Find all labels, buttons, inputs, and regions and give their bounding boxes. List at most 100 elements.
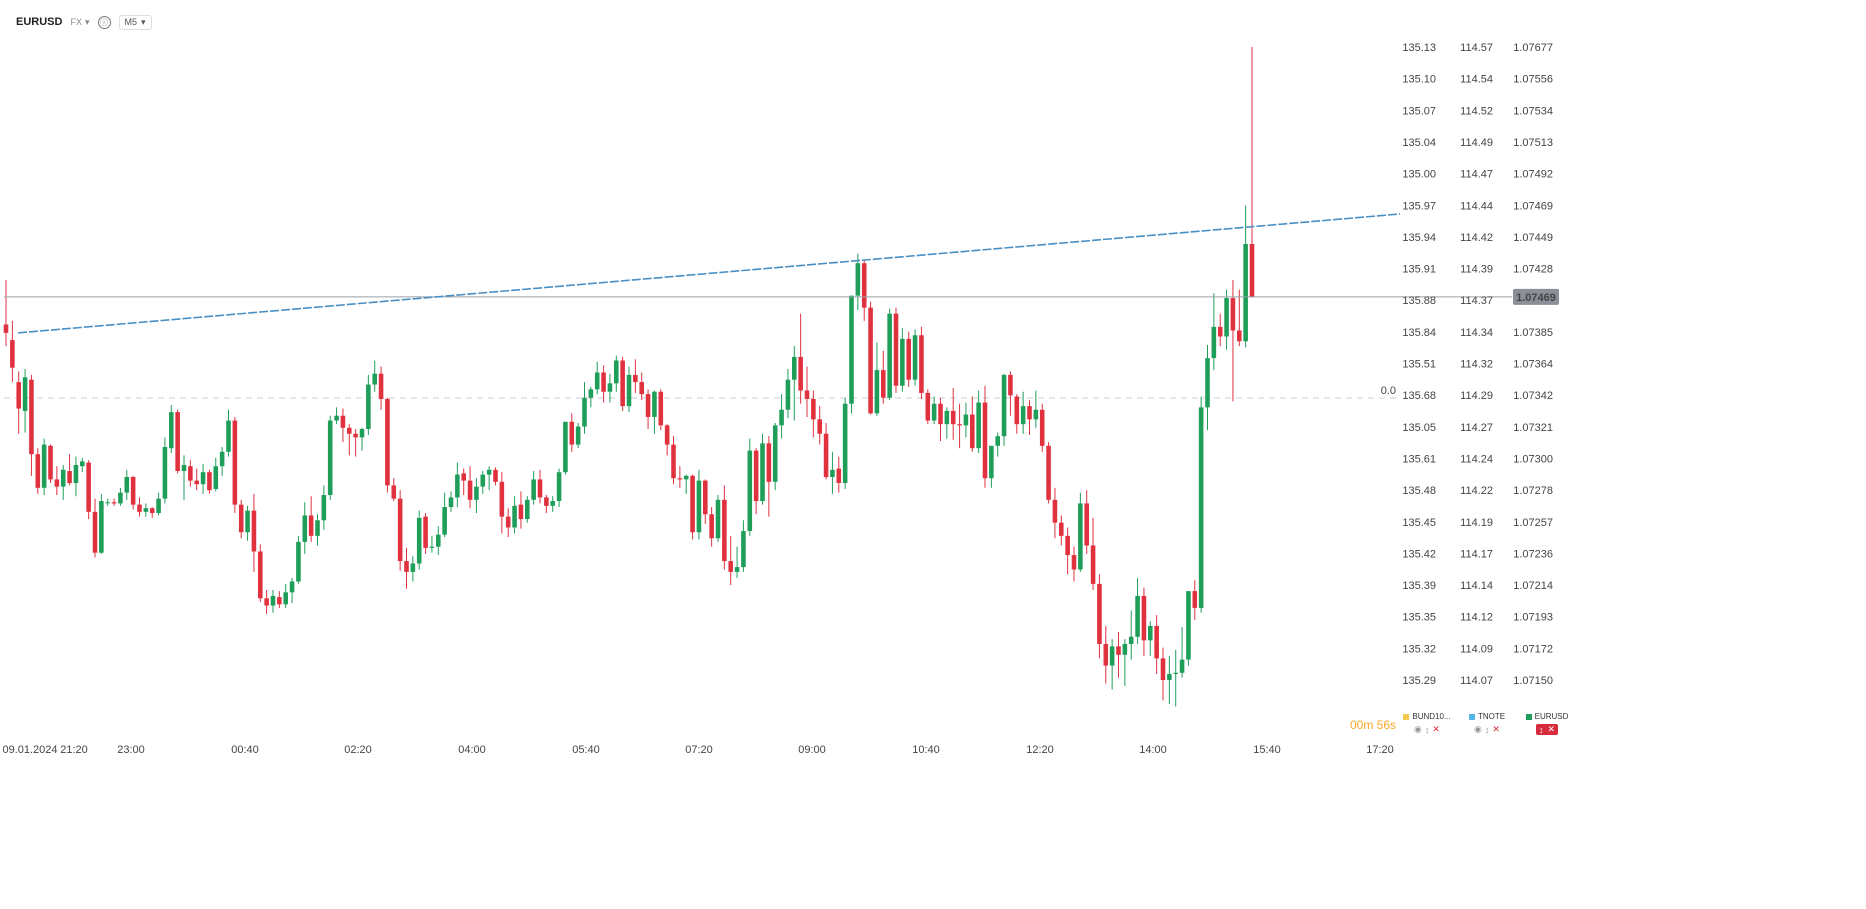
eurusd-tick-label: 1.07534 (1513, 105, 1553, 117)
candle-body (226, 420, 231, 452)
timeframe-selector[interactable]: M5 ▾ (118, 14, 152, 30)
candle-body (1205, 358, 1210, 408)
candle-body (296, 541, 301, 582)
candle-body (747, 450, 753, 532)
candle-body (245, 510, 250, 533)
bull-candle (741, 520, 746, 572)
bear-candle (232, 416, 238, 514)
candle-body (474, 486, 479, 500)
bear-candle (346, 424, 352, 456)
legend-controls: ◉ ↕ ✕ (1414, 724, 1440, 735)
candle-body (563, 421, 568, 473)
series-legend: BUND10... ◉ ↕ ✕ TNOTE ◉ ↕ ✕ EURUSD ↕ ✕ (1402, 712, 1572, 735)
eye-icon[interactable]: ◉ (1414, 724, 1422, 734)
bear-candle (811, 390, 816, 438)
bund10-tick-label: 135.32 (1402, 643, 1436, 655)
bear-candle (620, 356, 625, 411)
eurusd-tick-label: 1.07449 (1513, 232, 1553, 244)
candle-body (302, 515, 308, 542)
tnote-tick-label: 114.47 (1460, 169, 1493, 181)
bear-candle (1103, 625, 1109, 684)
bear-candle (353, 428, 358, 457)
bear-candle (130, 475, 136, 510)
candle-body (251, 510, 257, 552)
bund10-tick-label: 135.00 (1402, 169, 1436, 181)
eurusd-tick-label: 1.07214 (1513, 580, 1553, 592)
bear-candle (264, 589, 269, 614)
candle-body (1014, 396, 1020, 425)
candle-body (709, 514, 714, 539)
bull-candle (1167, 655, 1172, 705)
candle-body (105, 502, 111, 504)
bull-candle (1147, 621, 1153, 656)
candle-body (607, 383, 613, 392)
tnote-tick-label: 114.07 (1460, 675, 1493, 687)
tnote-tick-label: 114.24 (1460, 453, 1493, 465)
bull-candle (448, 491, 454, 512)
candle-body (664, 425, 670, 445)
candle-body (531, 479, 536, 500)
candle-body (722, 499, 727, 562)
bull-candle (480, 471, 486, 494)
sort-icon[interactable]: ↕ (1538, 724, 1544, 735)
bear-candle (728, 535, 734, 586)
candle-body (429, 546, 435, 548)
bund10-tick-label: 135.48 (1402, 485, 1436, 497)
candle-body (448, 497, 454, 508)
market-selector[interactable]: FX ▾ (70, 17, 89, 28)
bull-candle (366, 374, 371, 435)
candle-body (505, 516, 511, 528)
bull-candle (162, 437, 168, 504)
bear-candle (499, 472, 505, 534)
bear-candle (385, 397, 390, 493)
bear-candle (938, 397, 943, 441)
bull-candle (550, 496, 556, 512)
candle-body (404, 561, 409, 572)
bear-candle (969, 396, 975, 452)
close-icon[interactable]: ✕ (1492, 724, 1500, 734)
bund10-tick-label: 135.13 (1402, 42, 1436, 54)
candle-body (849, 295, 854, 404)
eye-icon[interactable]: ◉ (1474, 724, 1482, 734)
info-icon[interactable]: ⓘ (97, 15, 111, 29)
bear-candle (461, 468, 467, 496)
close-icon[interactable]: ✕ (1547, 724, 1556, 734)
candle-body (791, 356, 797, 380)
symbol-label[interactable]: EURUSD (16, 16, 63, 28)
bear-candle (1071, 546, 1077, 582)
candle-body (1217, 326, 1223, 337)
legend-item[interactable]: EURUSD ↕ ✕ (1522, 712, 1572, 735)
candle-body (397, 498, 403, 562)
legend-item[interactable]: TNOTE ◉ ↕ ✕ (1462, 712, 1512, 735)
bull-candle (715, 495, 721, 542)
candle-body (10, 340, 15, 368)
bear-candle (1014, 394, 1020, 434)
bull-candle (874, 342, 880, 416)
bull-candle (296, 535, 301, 584)
bull-candle (359, 427, 365, 451)
bull-candle (143, 503, 149, 517)
candle-body (671, 444, 676, 479)
current-price-label: 1.07469 (1516, 292, 1556, 304)
candle-body (200, 472, 206, 485)
time-tick-label: 07:20 (685, 744, 713, 756)
tnote-tick-label: 114.19 (1460, 517, 1493, 529)
close-icon[interactable]: ✕ (1432, 724, 1440, 734)
candle-body (67, 471, 72, 484)
eurusd-tick-label: 1.07172 (1513, 643, 1553, 655)
candle-body (16, 382, 22, 409)
sort-icon[interactable]: ↕ (1484, 724, 1490, 735)
bund10-tick-label: 135.10 (1402, 74, 1436, 86)
tnote-tick-label: 114.17 (1460, 548, 1493, 560)
sort-icon[interactable]: ↕ (1424, 724, 1430, 735)
eurusd-tick-label: 1.07385 (1513, 327, 1553, 339)
candle-body (480, 474, 486, 487)
bear-candle (1027, 400, 1032, 435)
bund10-tick-label: 135.61 (1402, 453, 1436, 465)
bear-candle (633, 359, 638, 393)
bull-candle (22, 368, 28, 433)
candle-body (1198, 407, 1204, 608)
legend-item[interactable]: BUND10... ◉ ↕ ✕ (1402, 712, 1452, 735)
candle-body (919, 335, 924, 393)
